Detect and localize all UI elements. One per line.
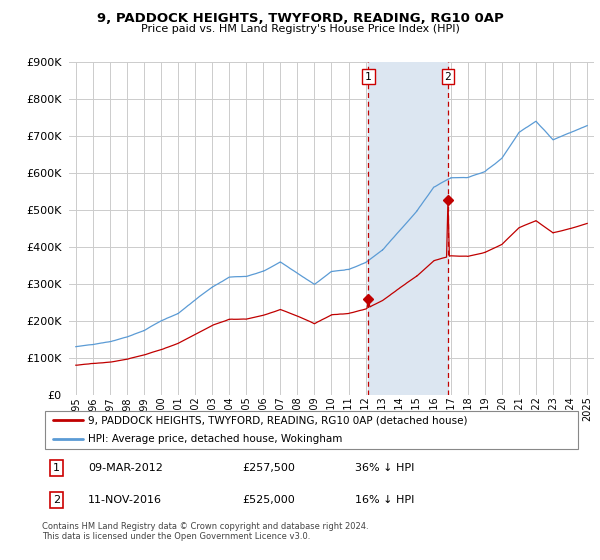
Text: 2: 2 bbox=[53, 495, 60, 505]
Text: 9, PADDOCK HEIGHTS, TWYFORD, READING, RG10 0AP: 9, PADDOCK HEIGHTS, TWYFORD, READING, RG… bbox=[97, 12, 503, 25]
Bar bbox=[368, 62, 448, 395]
Text: 1: 1 bbox=[53, 463, 60, 473]
Text: 16% ↓ HPI: 16% ↓ HPI bbox=[355, 495, 415, 505]
Text: Price paid vs. HM Land Registry's House Price Index (HPI): Price paid vs. HM Land Registry's House … bbox=[140, 24, 460, 34]
Text: 36% ↓ HPI: 36% ↓ HPI bbox=[355, 463, 415, 473]
Text: Contains HM Land Registry data © Crown copyright and database right 2024.
This d: Contains HM Land Registry data © Crown c… bbox=[42, 522, 368, 542]
Text: £257,500: £257,500 bbox=[242, 463, 295, 473]
Text: HPI: Average price, detached house, Wokingham: HPI: Average price, detached house, Woki… bbox=[88, 435, 342, 445]
Text: 2: 2 bbox=[445, 72, 451, 82]
Text: 09-MAR-2012: 09-MAR-2012 bbox=[88, 463, 163, 473]
Text: 1: 1 bbox=[365, 72, 372, 82]
FancyBboxPatch shape bbox=[45, 411, 578, 449]
Text: 9, PADDOCK HEIGHTS, TWYFORD, READING, RG10 0AP (detached house): 9, PADDOCK HEIGHTS, TWYFORD, READING, RG… bbox=[88, 415, 467, 425]
Text: £525,000: £525,000 bbox=[242, 495, 295, 505]
Text: 11-NOV-2016: 11-NOV-2016 bbox=[88, 495, 162, 505]
